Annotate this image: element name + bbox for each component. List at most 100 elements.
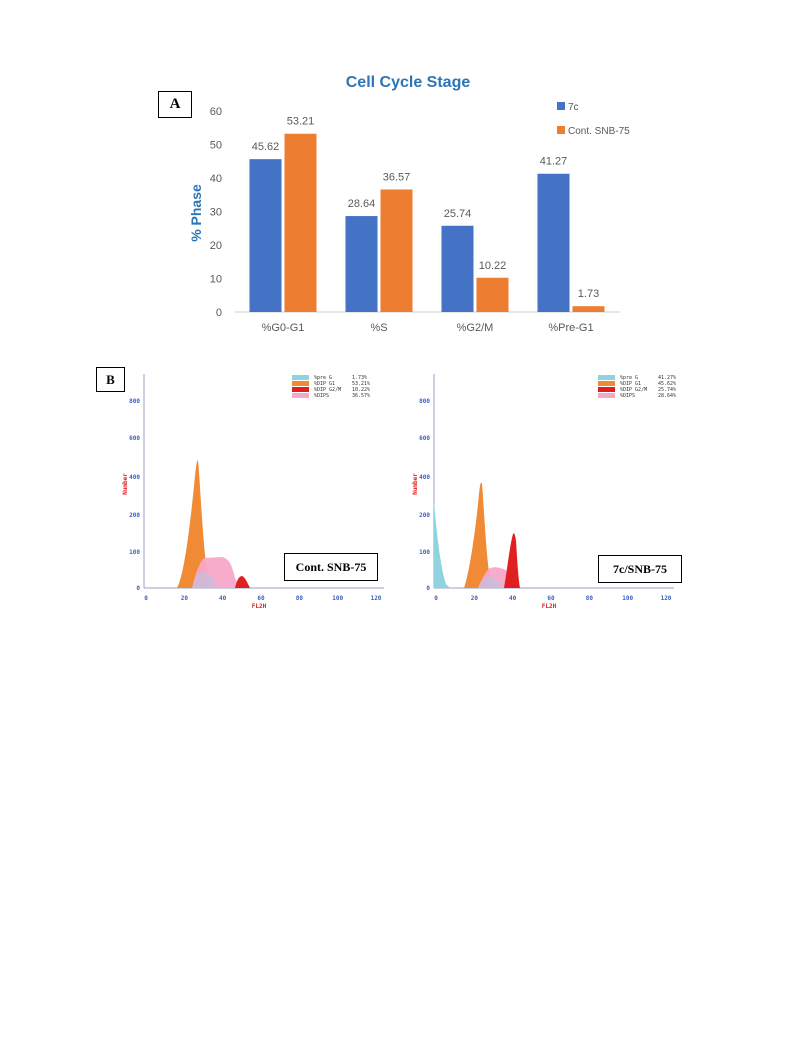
s-phase-overlay <box>478 576 502 588</box>
histogram-treated-box-label: 7c/SNB-75 <box>598 555 682 583</box>
hist-legend-swatch <box>598 393 615 398</box>
hist-x-axis-label: FL2H <box>542 603 557 610</box>
chart-title: Cell Cycle Stage <box>346 74 471 91</box>
g2m-peak <box>235 576 250 588</box>
hist-y-tick-label: 800 <box>419 398 430 405</box>
bar-7c-2 <box>441 225 474 312</box>
bar-control-3 <box>572 306 605 312</box>
hist-x-tick-label: 20 <box>181 595 189 602</box>
hist-x-tick-label: 0 <box>144 595 148 602</box>
x-tick-label: %S <box>370 322 387 334</box>
x-tick-label: %Pre-G1 <box>548 322 593 334</box>
bar-data-label: 10.22 <box>479 260 507 272</box>
bar-7c-1 <box>345 216 378 312</box>
hist-legend-value: 36.57% <box>352 393 370 399</box>
bar-7c-0 <box>249 159 282 312</box>
hist-y-tick-label: 400 <box>419 474 430 481</box>
hist-legend-value: 25.74% <box>658 387 676 393</box>
hist-x-tick-label: 120 <box>371 595 382 602</box>
hist-y-axis-label: Number <box>122 473 129 495</box>
hist-y-tick-label: 0 <box>426 585 430 592</box>
hist-legend-name: %DIP G2/M <box>620 387 647 393</box>
x-tick-label: %G2/M <box>457 322 494 334</box>
hist-legend-value: 1.73% <box>352 375 367 381</box>
legend-swatch <box>557 102 565 110</box>
hist-legend-swatch <box>598 387 615 392</box>
y-tick-label: 20 <box>210 240 222 252</box>
hist-y-tick-label: 600 <box>419 435 430 442</box>
bar-data-label: 1.73 <box>578 288 599 300</box>
g2m-peak <box>504 533 520 588</box>
hist-y-tick-label: 600 <box>129 435 140 442</box>
hist-y-tick-label: 200 <box>419 512 430 519</box>
bar-7c-3 <box>537 173 570 312</box>
hist-x-tick-label: 40 <box>509 595 517 602</box>
panel-b-label: B <box>96 367 125 392</box>
hist-legend-name: %DIP G1 <box>314 381 335 387</box>
x-tick-label: %G0-G1 <box>262 322 305 334</box>
y-tick-label: 0 <box>216 307 222 319</box>
hist-y-tick-label: 800 <box>129 398 140 405</box>
hist-x-tick-label: 100 <box>622 595 633 602</box>
s-phase-overlay <box>192 571 217 588</box>
hist-legend-value: 53.21% <box>352 381 370 387</box>
hist-x-tick-label: 120 <box>661 595 672 602</box>
hist-x-tick-label: 80 <box>586 595 594 602</box>
hist-y-axis-label: Number <box>412 473 419 495</box>
hist-legend-value: 45.62% <box>658 381 676 387</box>
legend-swatch <box>557 126 565 134</box>
hist-legend-name: %DIPS <box>620 393 635 399</box>
hist-legend-name: %pre G <box>620 375 638 381</box>
hist-y-tick-label: 200 <box>129 512 140 519</box>
hist-legend-swatch <box>292 375 309 380</box>
hist-legend-value: 10.22% <box>352 387 370 393</box>
g1-peak <box>464 482 498 588</box>
legend-label: Cont. SNB-75 <box>568 126 630 137</box>
histogram-control-box-label: Cont. SNB-75 <box>284 553 378 581</box>
hist-legend-value: 41.27% <box>658 375 676 381</box>
g1-peak <box>177 460 217 588</box>
hist-legend-swatch <box>598 375 615 380</box>
hist-legend-name: %DIP G2/M <box>314 387 341 393</box>
histogram-treated: 0 100 200 400 600 800 0 20 40 60 80 100 120 FL2H Numbe… <box>412 374 676 610</box>
hist-x-tick-label: 80 <box>296 595 304 602</box>
y-tick-label: 40 <box>210 173 222 185</box>
bar-data-label: 53.21 <box>287 116 315 128</box>
bar-data-label: 45.62 <box>252 141 280 153</box>
hist-y-tick-label: 0 <box>136 585 140 592</box>
hist-y-tick-label: 100 <box>129 549 140 556</box>
hist-legend-name: %DIP G1 <box>620 381 641 387</box>
bar-data-label: 36.57 <box>383 171 411 183</box>
hist-x-tick-label: 100 <box>332 595 343 602</box>
hist-y-tick-label: 100 <box>419 549 430 556</box>
bar-data-label: 28.64 <box>348 198 376 210</box>
pre-g-peak <box>434 501 450 588</box>
panel-a-label: A <box>158 91 192 118</box>
y-tick-label: 30 <box>210 207 222 219</box>
legend-label: 7c <box>568 102 579 113</box>
hist-x-tick-label: 0 <box>434 595 438 602</box>
hist-legend-swatch <box>292 393 309 398</box>
bar-control-0 <box>284 133 317 312</box>
hist-legend-swatch <box>598 381 615 386</box>
hist-legend-value: 28.64% <box>658 393 676 399</box>
hist-legend-swatch <box>292 387 309 392</box>
y-tick-label: 10 <box>210 274 222 286</box>
hist-legend-name: %pre G <box>314 375 332 381</box>
hist-x-tick-label: 20 <box>471 595 479 602</box>
bar-control-1 <box>380 189 413 312</box>
bar-data-label: 41.27 <box>540 156 568 168</box>
y-axis-label: % Phase <box>188 184 204 242</box>
hist-legend-swatch <box>292 381 309 386</box>
hist-x-tick-label: 40 <box>219 595 227 602</box>
bar-data-label: 25.74 <box>444 208 472 220</box>
hist-legend-name: %DIPS <box>314 393 329 399</box>
hist-y-tick-label: 400 <box>129 474 140 481</box>
hist-x-tick-label: 60 <box>257 595 265 602</box>
hist-x-tick-label: 60 <box>547 595 555 602</box>
y-tick-label: 50 <box>210 140 222 152</box>
bar-chart: Cell Cycle Stage % Phase 0 10 20 30 40 50 60 4… <box>188 74 630 334</box>
hist-x-axis-label: FL2H <box>252 603 267 610</box>
y-tick-label: 60 <box>210 106 222 118</box>
histogram-control: 0 100 200 400 600 800 0 20 40 60 80 100 120 FL2H Numbe… <box>122 374 384 610</box>
